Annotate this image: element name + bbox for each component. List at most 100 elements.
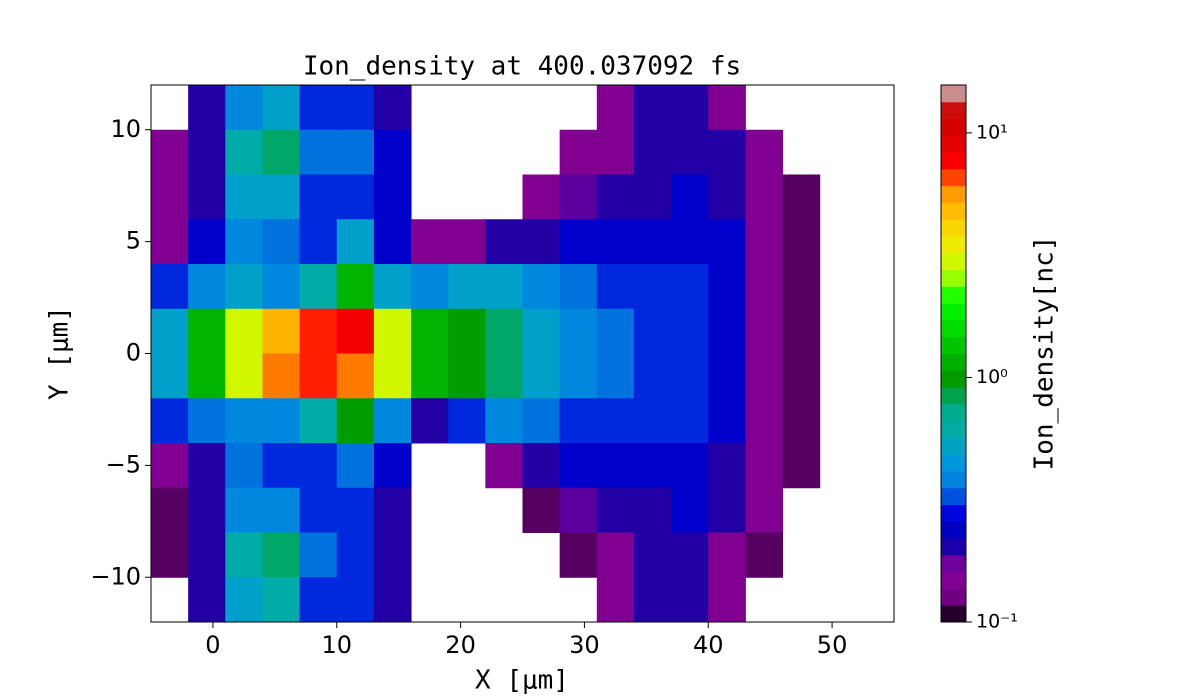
heatmap-cell [188, 174, 226, 220]
heatmap-cell [411, 308, 449, 354]
x-tick-label: 50 [817, 631, 848, 659]
heatmap-cell [745, 264, 784, 310]
heatmap-cell [151, 174, 189, 220]
heatmap-cell [336, 308, 375, 354]
heatmap-cell [485, 353, 523, 399]
heatmap-cell [522, 264, 561, 310]
heatmap-cell [782, 308, 821, 354]
heatmap-cell [559, 398, 598, 444]
colorbar-tick-label: 10⁰ [976, 366, 1008, 388]
heatmap-cell [336, 85, 375, 131]
heatmap-cell [485, 308, 523, 354]
heatmap-cell [633, 308, 672, 354]
heatmap-cell [596, 353, 635, 399]
heatmap-cell [522, 308, 561, 354]
heatmap-cell [188, 577, 226, 623]
heatmap-cell [448, 308, 486, 354]
heatmap-cell [633, 577, 672, 623]
heatmap-cell [782, 353, 821, 399]
colorbar-segment [941, 152, 966, 170]
colorbar-segment [941, 118, 966, 136]
heatmap-cell [299, 577, 338, 623]
heatmap-cell [708, 219, 746, 265]
heatmap-cell [633, 174, 672, 220]
heatmap-cell [596, 308, 635, 354]
heatmap-cell [151, 443, 189, 489]
colorbar-segment [941, 185, 966, 203]
heatmap-cell [299, 398, 338, 444]
heatmap-cell [522, 219, 561, 265]
heatmap-cell [671, 129, 709, 175]
colorbar-frame [940, 84, 967, 623]
heatmap-cell [373, 398, 412, 444]
heatmap-cell [225, 85, 263, 131]
heatmap-cell [559, 129, 598, 175]
heatmap-cell [745, 174, 784, 220]
y-axis-label: Y [μm] [45, 306, 75, 400]
heatmap-cell [485, 264, 523, 310]
heatmap-cell [411, 353, 449, 399]
colorbar-segment [941, 571, 966, 589]
colorbar-segment [941, 521, 966, 539]
heatmap-cell [708, 85, 746, 131]
x-tick-label: 40 [693, 631, 724, 659]
heatmap-cell [596, 219, 635, 265]
colorbar-segment [941, 135, 966, 153]
heatmap-cell [633, 85, 672, 131]
heatmap-cell [373, 174, 412, 220]
heatmap-cell [448, 398, 486, 444]
heatmap-cell [373, 264, 412, 310]
colorbar-segment [941, 504, 966, 522]
colorbar-segment [941, 101, 966, 120]
heatmap-cell [522, 353, 561, 399]
heatmap-cell [633, 487, 672, 533]
colorbar-segment [941, 319, 966, 338]
colorbar-segment [941, 588, 966, 606]
heatmap-cell [336, 532, 375, 578]
heatmap-cell [596, 487, 635, 533]
colorbar-segment [941, 487, 966, 506]
heatmap-cell [522, 487, 561, 533]
heatmap-cell [708, 174, 746, 220]
heatmap-cell [559, 308, 598, 354]
heatmap-cell [336, 577, 375, 623]
heatmap-cell [633, 219, 672, 265]
heatmap-cell [745, 219, 784, 265]
heatmap-cell [299, 532, 338, 578]
heatmap-cell [708, 443, 746, 489]
heatmap-cell [373, 219, 412, 265]
heatmap-cell [671, 577, 709, 623]
heatmap-cell [745, 487, 784, 533]
heatmap-cell [559, 443, 598, 489]
heatmap-cell [151, 219, 189, 265]
heatmap-cell [225, 398, 263, 444]
heatmap-cell [633, 398, 672, 444]
heatmap-cell [262, 532, 301, 578]
heatmap-cell [485, 219, 523, 265]
heatmap-cell [782, 443, 821, 489]
heatmap-cell [336, 487, 375, 533]
colorbar-tick-label: 10¹ [976, 121, 1008, 143]
heatmap-cell [262, 264, 301, 310]
heatmap-cell [559, 219, 598, 265]
heatmap-cell [485, 443, 523, 489]
heatmap-cell [671, 398, 709, 444]
heatmap-cell [596, 174, 635, 220]
heatmap-cell [188, 264, 226, 310]
heatmap-cell [522, 398, 561, 444]
x-tick-label: 20 [445, 631, 476, 659]
heatmap-cell [188, 353, 226, 399]
heatmap-cell [671, 353, 709, 399]
y-tick-label: 0 [126, 339, 141, 367]
heatmap-cell [522, 443, 561, 489]
heatmap-cell [633, 353, 672, 399]
heatmap-cell [671, 264, 709, 310]
heatmap-cell [782, 219, 821, 265]
heatmap-cell [633, 443, 672, 489]
heatmap-cell [411, 219, 449, 265]
heatmap-cell [373, 577, 412, 623]
heatmap-cell [262, 308, 301, 354]
heatmap-cell [411, 398, 449, 444]
heatmap-cell [225, 264, 263, 310]
heatmap-cell [373, 532, 412, 578]
